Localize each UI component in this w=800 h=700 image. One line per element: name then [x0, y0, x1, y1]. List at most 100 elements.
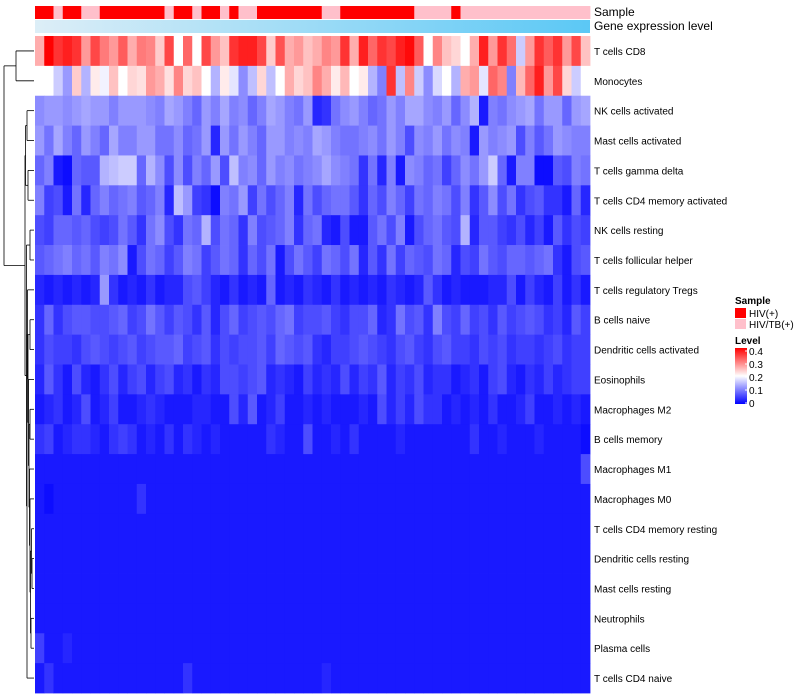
heatmap-cell — [405, 364, 415, 395]
heatmap-cell — [247, 334, 258, 365]
heatmap-cell — [479, 424, 489, 455]
heatmap-cell — [183, 513, 193, 545]
heatmap-cell — [423, 394, 434, 425]
heatmap-cell — [62, 394, 73, 425]
heatmap-cell — [146, 274, 156, 306]
heatmap-cell — [488, 185, 498, 216]
heatmap-cell — [229, 334, 239, 365]
heatmap-cell — [44, 573, 54, 604]
heatmap-cell — [35, 95, 45, 126]
heatmap-cell — [247, 424, 258, 455]
heatmap-cell — [90, 36, 101, 67]
heatmap-cell — [469, 65, 480, 97]
heatmap-cell — [257, 274, 267, 306]
heatmap-cell — [238, 633, 249, 664]
heatmap-cell — [377, 155, 387, 186]
heatmap-cell — [553, 155, 563, 186]
heatmap-cell — [44, 245, 54, 276]
heatmap-cell — [81, 36, 91, 67]
heatmap-cell — [516, 334, 526, 365]
heatmap-cell — [173, 36, 184, 67]
heatmap-cell — [506, 125, 517, 156]
heatmap-cell — [340, 513, 350, 545]
heatmap-cell — [247, 483, 258, 515]
heatmap-cell — [229, 36, 239, 67]
heatmap-cell — [220, 454, 230, 485]
heatmap-cell — [53, 513, 64, 545]
heatmap-cell — [303, 185, 313, 216]
heatmap-cell — [155, 394, 165, 425]
heatmap-cell — [534, 65, 545, 97]
heatmap-cell — [90, 245, 101, 276]
heatmap-cell — [229, 65, 239, 97]
heatmap-cell — [516, 304, 526, 336]
heatmap-cell — [432, 424, 443, 455]
heatmap-cell — [442, 364, 452, 395]
heatmap-cell — [543, 95, 554, 126]
heatmap-cell — [192, 603, 202, 634]
heatmap-cell — [275, 125, 286, 156]
heatmap-cell — [201, 155, 212, 186]
heatmap-cell — [312, 125, 323, 156]
heatmap-cell — [432, 483, 443, 515]
heatmap-cell — [395, 513, 406, 545]
heatmap-cell — [358, 633, 369, 664]
heatmap-cell — [164, 543, 175, 574]
heatmap-cell — [488, 334, 498, 365]
legend-swatch-hiv — [735, 308, 746, 318]
heatmap-cell — [358, 334, 369, 365]
heatmap-cell — [312, 95, 323, 126]
heatmap-cell — [451, 483, 461, 515]
heatmap-cell — [321, 215, 332, 246]
heatmap-cell — [340, 185, 350, 216]
heatmap-cell — [257, 483, 267, 515]
heatmap-cell — [53, 543, 64, 574]
heatmap-cell — [506, 543, 517, 574]
heatmap-cell — [497, 603, 508, 634]
heatmap-cell — [173, 543, 184, 574]
heatmap-cell — [488, 633, 498, 664]
heatmap-cell — [331, 364, 341, 395]
heatmap-cell — [423, 334, 434, 365]
heatmap-cell — [229, 454, 239, 485]
heatmap-cell — [488, 424, 498, 455]
heatmap-cell — [210, 274, 221, 306]
heatmap-cell — [173, 454, 184, 485]
heatmap-cell — [525, 543, 535, 574]
heatmap-cell — [109, 633, 119, 664]
heatmap-cell — [488, 215, 498, 246]
heatmap-cell — [220, 274, 230, 306]
heatmap-cell — [469, 633, 480, 664]
heatmap-cell — [155, 633, 165, 664]
heatmap-cell — [562, 543, 572, 574]
heatmap-cell — [405, 245, 415, 276]
sample-annotation-cell — [275, 6, 286, 19]
heatmap-cell — [506, 364, 517, 395]
heatmap-cell — [571, 483, 582, 515]
heatmap-cell — [155, 95, 165, 126]
heatmap-cell — [238, 36, 249, 67]
heatmap-cell — [164, 245, 175, 276]
level-tick-label: 0.1 — [749, 386, 763, 397]
legend-sample-title: Sample — [735, 296, 771, 307]
sample-annotation-cell — [127, 6, 138, 19]
heatmap-cell — [340, 274, 350, 306]
heatmap-cell — [414, 65, 424, 97]
heatmap-cell — [349, 543, 360, 574]
heatmap-cell — [109, 454, 119, 485]
heatmap-cell — [146, 573, 156, 604]
heatmap-cell — [99, 573, 110, 604]
heatmap-cell — [284, 125, 295, 156]
heatmap-cell — [118, 543, 128, 574]
heatmap-cell — [580, 633, 591, 664]
sample-annotation-cell — [571, 6, 582, 19]
heatmap-cell — [118, 334, 128, 365]
heatmap-cell — [284, 304, 295, 336]
heatmap-cell — [460, 633, 471, 664]
heatmap-cell — [395, 155, 406, 186]
heatmap-cell — [331, 65, 341, 97]
heatmap-cell — [35, 454, 45, 485]
heatmap-cell — [62, 663, 73, 694]
heatmap-cell — [516, 155, 526, 186]
